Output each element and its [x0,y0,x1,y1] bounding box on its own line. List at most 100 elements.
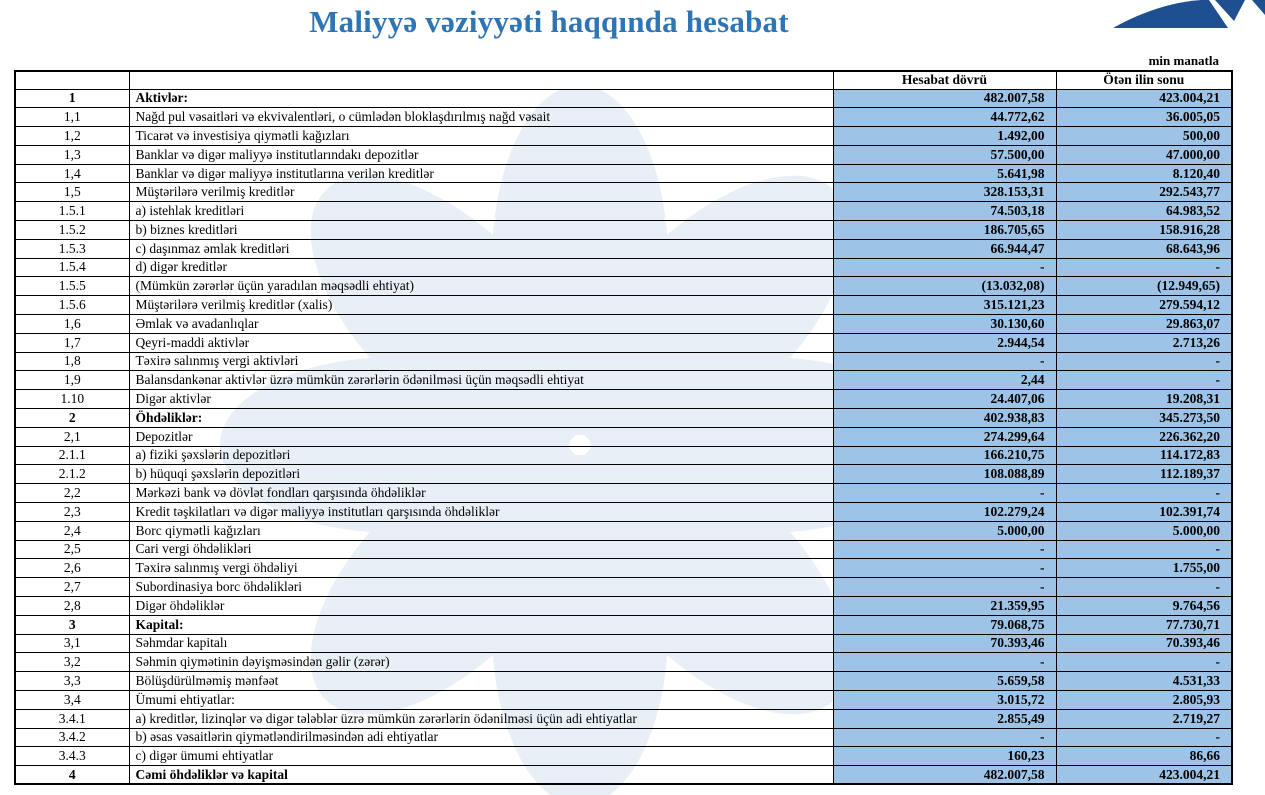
row-previous-value: 423.004,21 [1055,88,1233,109]
row-current-value: 24.407,06 [832,389,1057,410]
table-row: 1,1 Nağd pul vəsaitləri və ekvivalentlər… [14,107,1233,128]
row-previous-value: - [1055,539,1233,560]
row-label: Səhmin qiymətinin dəyişməsindən gəlir (z… [128,652,834,673]
row-current-value: 44.772,62 [832,107,1057,128]
table-row: 3 Kapital: 79.068,75 77.730,71 [14,614,1233,635]
row-number: 2,6 [14,558,130,579]
row-current-value: 30.130,60 [832,314,1057,334]
row-previous-value: 68.643,96 [1055,238,1233,259]
table-row: 1,9 Balansdankənar aktivlər üzrə mümkün … [14,370,1233,391]
row-current-value: 21.359,95 [832,596,1057,616]
row-current-value: 315.121,23 [832,295,1057,316]
row-label: a) kreditlər, lizinqlər və digər tələblə… [128,708,834,729]
row-previous-value: 112.189,37 [1055,464,1233,485]
row-previous-value: 345.273,50 [1055,408,1233,428]
table-row: 2,6 Təxirə salınmış vergi öhdəliyi - 1.7… [14,558,1233,579]
row-number: 1,9 [14,370,130,391]
table-row: 1,6 Əmlak və avadanlıqlar 30.130,60 29.8… [14,314,1233,334]
row-current-value: 5.659,58 [832,671,1057,691]
row-current-value: 70.393,46 [832,633,1057,654]
row-number: 3,3 [14,671,130,691]
bank-logo-mountain-icon [1113,0,1265,28]
row-label: Öhdəliklər: [128,408,834,428]
row-label: Kapital: [128,614,834,635]
row-label: b) əsas vəsaitlərin qiymətləndirilməsind… [128,727,834,748]
header-label-cell [128,70,834,90]
table-row: 2.1.1 a) fiziki şəxslərin depozitləri 16… [14,445,1233,466]
row-current-value: 5.000,00 [832,520,1057,541]
table-row: 1 Aktivlər: 482.007,58 423.004,21 [14,88,1233,109]
row-label: b) biznes kreditləri [128,220,834,240]
table-row: 1.5.3 c) daşınmaz əmlak kreditləri 66.94… [14,238,1233,259]
row-label: a) istehlak kreditləri [128,201,834,222]
row-current-value: 108.088,89 [832,464,1057,485]
row-current-value: 3.015,72 [832,690,1057,710]
row-number: 1.10 [14,389,130,410]
row-number: 1.5.5 [14,276,130,297]
row-current-value: 166.210,75 [832,445,1057,466]
row-number: 2,4 [14,520,130,541]
row-label: Əmlak və avadanlıqlar [128,314,834,334]
row-previous-value: 102.391,74 [1055,502,1233,522]
table-row: 3,1 Səhmdar kapitalı 70.393,46 70.393,46 [14,633,1233,654]
table-row: 1,3 Banklar və digər maliyyə institutlar… [14,144,1233,165]
table-row: 1,7 Qeyri-maddi aktivlər 2.944,54 2.713,… [14,332,1233,353]
row-number: 2,7 [14,577,130,598]
row-number: 1,1 [14,107,130,128]
row-current-value: 5.641,98 [832,163,1057,184]
row-current-value: 57.500,00 [832,144,1057,165]
report-table: Hesabat dövrü Ötən ilin sonu 1 Aktivlər:… [14,70,1233,786]
header-previous-period: Ötən ilin sonu [1055,70,1233,90]
row-number: 3 [14,614,130,635]
row-previous-value: - [1055,727,1233,748]
row-number: 2,3 [14,502,130,522]
table-row: 2,1 Depozitlər 274.299,64 226.362,20 [14,426,1233,447]
row-previous-value: 64.983,52 [1055,201,1233,222]
header-current-period: Hesabat dövrü [832,70,1057,90]
row-previous-value: 1.755,00 [1055,558,1233,579]
row-previous-value: 226.362,20 [1055,426,1233,447]
row-label: Bölüşdürülməmiş mənfəət [128,671,834,691]
table-row: 2,7 Subordinasiya borc öhdəlikləri - - [14,577,1233,598]
row-label: Təxirə salınmış vergi aktivləri [128,351,834,372]
row-current-value: 2.855,49 [832,708,1057,729]
row-current-value: 66.944,47 [832,238,1057,259]
table-row: 1.5.5 (Mümkün zərərlər üçün yaradılan mə… [14,276,1233,297]
row-label: Borc qiymətli kağızları [128,520,834,541]
row-label: Qeyri-maddi aktivlər [128,332,834,353]
row-label: Balansdankənar aktivlər üzrə mümkün zərə… [128,370,834,391]
row-current-value: - [832,483,1057,504]
row-previous-value: 2.805,93 [1055,690,1233,710]
row-number: 2.1.2 [14,464,130,485]
row-previous-value: 423.004,21 [1055,765,1233,785]
report-table-body: 1 Aktivlər: 482.007,58 423.004,21 1,1 Na… [14,88,1233,785]
row-number: 2,5 [14,539,130,560]
row-current-value: 79.068,75 [832,614,1057,635]
table-row: 1.5.1 a) istehlak kreditləri 74.503,18 6… [14,201,1233,222]
table-row: 2,4 Borc qiymətli kağızları 5.000,00 5.0… [14,520,1233,541]
table-row: 2 Öhdəliklər: 402.938,83 345.273,50 [14,408,1233,428]
row-number: 2,1 [14,426,130,447]
row-label: Ümumi ehtiyatlar: [128,690,834,710]
row-current-value: - [832,652,1057,673]
row-previous-value: 2.719,27 [1055,708,1233,729]
row-previous-value: 5.000,00 [1055,520,1233,541]
table-row: 2,2 Mərkəzi bank və dövlət fondları qarş… [14,483,1233,504]
row-previous-value: 29.863,07 [1055,314,1233,334]
row-label: Mərkəzi bank və dövlət fondları qarşısın… [128,483,834,504]
row-number: 1.5.1 [14,201,130,222]
row-current-value: 482.007,58 [832,765,1057,785]
row-label: c) daşınmaz əmlak kreditləri [128,238,834,259]
table-row: 2,3 Kredit təşkilatları və digər maliyyə… [14,502,1233,522]
row-number: 1,2 [14,126,130,146]
row-label: Müştərilərə verilmiş kreditlər [128,182,834,203]
row-label: Banklar və digər maliyyə institutlarına … [128,163,834,184]
row-number: 1.5.3 [14,238,130,259]
row-label: Ticarət və investisiya qiymətli kağızlar… [128,126,834,146]
table-header-row: Hesabat dövrü Ötən ilin sonu [14,70,1233,90]
row-previous-value: (12.949,65) [1055,276,1233,297]
row-number: 2,8 [14,596,130,616]
row-number: 1.5.6 [14,295,130,316]
row-current-value: - [832,558,1057,579]
row-number: 1,4 [14,163,130,184]
